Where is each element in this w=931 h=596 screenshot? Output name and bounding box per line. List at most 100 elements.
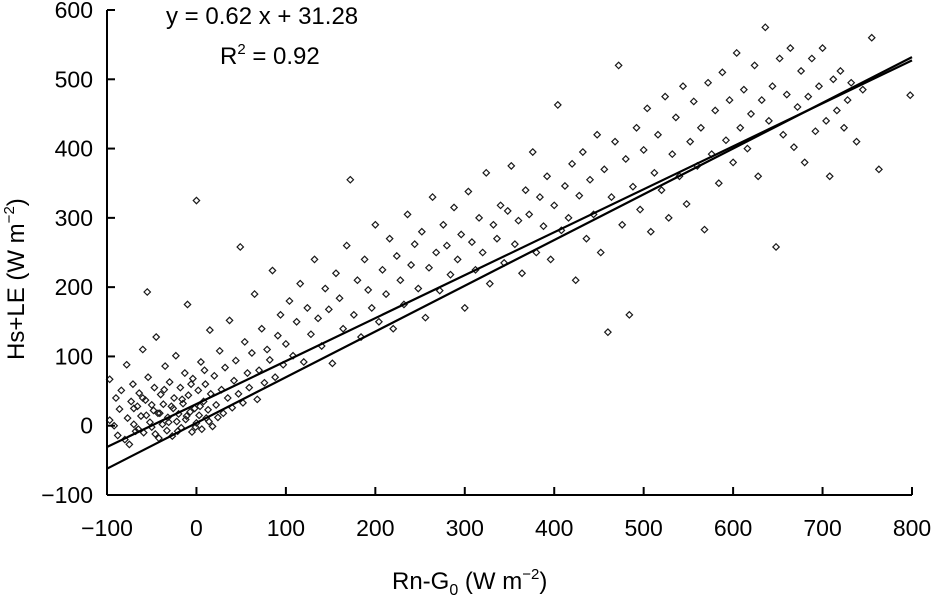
data-point bbox=[188, 374, 197, 383]
data-point bbox=[825, 172, 834, 181]
data-point bbox=[793, 102, 802, 112]
data-point bbox=[442, 241, 451, 250]
data-point bbox=[585, 175, 595, 184]
data-point bbox=[191, 423, 200, 432]
data-point bbox=[621, 154, 630, 164]
data-point bbox=[852, 137, 861, 146]
data-points bbox=[105, 23, 915, 449]
data-point bbox=[138, 393, 147, 403]
data-point bbox=[155, 409, 164, 418]
data-point bbox=[432, 248, 441, 257]
data-point bbox=[250, 290, 259, 299]
data-point bbox=[182, 411, 191, 421]
data-point bbox=[147, 400, 156, 409]
x-tick-label: 300 bbox=[446, 515, 484, 541]
data-point bbox=[143, 287, 152, 297]
data-point bbox=[867, 33, 876, 42]
data-point bbox=[201, 380, 210, 389]
data-point bbox=[446, 270, 455, 279]
data-point bbox=[243, 369, 252, 378]
data-point bbox=[328, 359, 337, 368]
data-point bbox=[646, 227, 655, 236]
data-point bbox=[575, 191, 584, 200]
data-point bbox=[197, 425, 206, 434]
data-point bbox=[535, 193, 544, 202]
data-point bbox=[204, 405, 213, 414]
data-point bbox=[396, 276, 405, 285]
data-point bbox=[195, 411, 204, 420]
data-point bbox=[457, 230, 466, 239]
r-squared-label: R2 = 0.92 bbox=[220, 41, 320, 70]
data-point bbox=[392, 251, 401, 261]
data-point bbox=[162, 426, 171, 435]
data-point bbox=[571, 276, 580, 285]
data-point bbox=[240, 337, 249, 346]
data-point bbox=[625, 310, 634, 319]
data-point bbox=[186, 407, 195, 416]
data-point bbox=[204, 417, 214, 426]
data-point bbox=[194, 386, 203, 395]
x-tick-label: 200 bbox=[356, 515, 394, 541]
data-point bbox=[285, 296, 294, 306]
data-point bbox=[378, 265, 387, 274]
data-point bbox=[414, 284, 423, 293]
x-tick-label: 700 bbox=[803, 515, 841, 541]
data-point bbox=[149, 406, 158, 415]
data-point bbox=[231, 356, 240, 365]
data-point bbox=[721, 136, 731, 145]
data-point bbox=[321, 284, 330, 293]
data-point bbox=[236, 242, 245, 252]
data-point bbox=[750, 61, 759, 70]
data-point bbox=[129, 404, 138, 413]
data-point bbox=[403, 210, 412, 219]
data-point bbox=[489, 220, 498, 229]
data-point bbox=[564, 213, 573, 222]
data-point bbox=[467, 238, 476, 247]
data-point bbox=[208, 422, 217, 431]
data-point bbox=[150, 383, 159, 392]
data-point bbox=[517, 269, 527, 278]
data-point bbox=[464, 187, 473, 196]
data-point bbox=[603, 328, 612, 337]
data-point bbox=[732, 48, 741, 58]
data-point bbox=[743, 144, 752, 153]
data-point bbox=[110, 421, 119, 430]
data-point bbox=[212, 400, 221, 409]
data-point bbox=[768, 82, 777, 91]
data-point bbox=[568, 159, 577, 168]
data-point bbox=[178, 399, 188, 408]
data-point bbox=[190, 404, 199, 413]
x-axis-title: Rn-G0 (W m−2) bbox=[392, 566, 547, 596]
data-point bbox=[152, 332, 161, 342]
data-point bbox=[142, 411, 151, 420]
data-point bbox=[346, 175, 355, 184]
data-point bbox=[324, 305, 333, 314]
data-point bbox=[514, 216, 523, 225]
data-point bbox=[367, 303, 376, 312]
data-point bbox=[184, 391, 193, 400]
data-point bbox=[159, 400, 168, 409]
data-point bbox=[668, 150, 677, 159]
data-point bbox=[292, 317, 301, 326]
data-point bbox=[171, 351, 180, 360]
data-point bbox=[176, 383, 185, 392]
data-point bbox=[650, 168, 659, 177]
data-point bbox=[424, 263, 434, 272]
data-point bbox=[689, 97, 698, 106]
y-tick-label: 400 bbox=[55, 136, 93, 162]
x-tick-label: 400 bbox=[535, 515, 573, 541]
data-point bbox=[704, 78, 713, 87]
data-point bbox=[682, 199, 691, 209]
data-point bbox=[200, 366, 209, 375]
data-point bbox=[273, 331, 282, 340]
data-point bbox=[714, 179, 723, 188]
data-point bbox=[807, 54, 816, 63]
data-point bbox=[789, 143, 798, 152]
data-point bbox=[123, 414, 132, 423]
data-point bbox=[439, 220, 448, 229]
data-point bbox=[187, 380, 196, 389]
data-point bbox=[525, 210, 534, 219]
y-tick-labels: −100 0 100 200 300 400 500 600 bbox=[41, 0, 93, 508]
data-point bbox=[539, 222, 548, 231]
data-point bbox=[299, 357, 308, 367]
